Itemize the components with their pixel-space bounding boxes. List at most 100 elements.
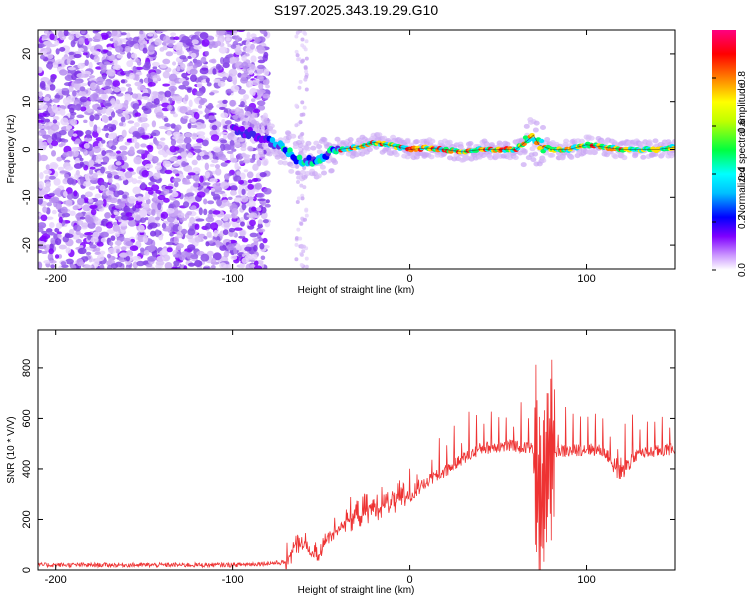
- noise-blob: [61, 87, 69, 91]
- trace-halo: [463, 155, 470, 161]
- noise-blob: [77, 247, 87, 255]
- trace-halo: [292, 144, 299, 150]
- snr-x-tick-label: -200: [45, 574, 67, 586]
- noise-blob: [133, 43, 141, 49]
- noise-blob: [171, 136, 180, 140]
- noise-blob: [65, 187, 73, 195]
- noise-blob: [94, 114, 100, 121]
- noise-blob: [69, 118, 78, 126]
- noise-blob: [162, 160, 172, 168]
- noise-blob: [183, 115, 189, 120]
- noise-blob: [303, 77, 308, 82]
- noise-blob: [115, 109, 124, 114]
- noise-blob: [207, 212, 213, 220]
- spectrogram-x-ticks: -200 -100 0 100: [45, 30, 596, 285]
- noise-blob: [74, 138, 81, 145]
- colorbar-label: Normalized spectral amplitude: [737, 82, 748, 217]
- noise-blob: [59, 69, 68, 76]
- noise-blob: [50, 264, 56, 269]
- noise-blob: [186, 87, 192, 93]
- trace-blob: [526, 137, 532, 143]
- noise-blob: [118, 252, 128, 258]
- noise-blob: [136, 149, 146, 154]
- noise-blob: [151, 156, 159, 164]
- noise-blob: [220, 139, 228, 144]
- noise-blob: [154, 229, 160, 238]
- noise-blob: [301, 112, 306, 117]
- trace-halo: [234, 139, 241, 145]
- colorbar-tick-label: 0.0: [737, 263, 748, 277]
- noise-blob: [49, 84, 56, 91]
- noise-blob: [231, 208, 239, 216]
- noise-blob: [104, 211, 112, 219]
- noise-blob: [213, 196, 221, 200]
- snr-x-tick-label: 100: [577, 574, 595, 586]
- noise-blob: [87, 37, 93, 42]
- trace-halo: [295, 170, 302, 176]
- noise-blob: [212, 68, 217, 75]
- noise-blob: [63, 190, 68, 198]
- noise-blob: [180, 63, 186, 70]
- noise-blob: [64, 74, 74, 82]
- colorbar-tick-label: 0.8: [737, 71, 748, 85]
- noise-blob: [240, 195, 249, 203]
- trace-halo: [229, 131, 236, 137]
- noise-blob: [304, 87, 309, 92]
- noise-blob: [206, 250, 214, 257]
- noise-blob: [189, 74, 198, 83]
- noise-blob: [62, 139, 69, 143]
- noise-blob: [115, 161, 122, 166]
- noise-blob: [187, 172, 196, 176]
- noise-blob: [72, 90, 77, 97]
- noise-blob: [134, 122, 140, 128]
- noise-blob: [57, 166, 65, 171]
- noise-blob: [208, 152, 213, 161]
- noise-blob: [38, 132, 42, 136]
- noise-blob: [228, 230, 236, 237]
- noise-blob: [241, 237, 249, 243]
- noise-blob: [177, 225, 183, 232]
- noise-blob: [239, 262, 246, 269]
- noise-blob: [152, 95, 157, 99]
- noise-blob: [183, 265, 188, 269]
- noise-blob: [190, 117, 197, 123]
- noise-blob: [137, 126, 145, 134]
- noise-blob: [89, 114, 95, 122]
- noise-blob: [173, 260, 180, 267]
- noise-blob: [108, 126, 115, 133]
- noise-blob: [208, 115, 216, 121]
- noise-blob: [226, 150, 234, 155]
- noise-blob: [187, 152, 194, 159]
- trace-halo: [290, 133, 297, 139]
- noise-blob: [213, 78, 221, 83]
- noise-blob: [222, 133, 228, 140]
- noise-blob: [47, 63, 53, 70]
- noise-blob: [215, 63, 221, 70]
- noise-blob: [140, 182, 146, 190]
- noise-blob: [95, 185, 101, 189]
- noise-blob: [106, 46, 113, 51]
- noise-blob: [216, 30, 225, 36]
- noise-blob: [76, 197, 85, 206]
- noise-blob: [141, 116, 147, 123]
- noise-blob: [59, 46, 66, 52]
- noise-blob: [169, 232, 174, 237]
- noise-blob: [294, 242, 299, 247]
- snr-x-label: Height of straight line (km): [298, 585, 415, 596]
- noise-blob: [45, 175, 50, 181]
- noise-blob: [42, 206, 48, 213]
- noise-blob: [159, 64, 168, 69]
- noise-blob: [132, 36, 141, 45]
- noise-blob: [223, 222, 231, 228]
- noise-blob: [254, 153, 260, 160]
- noise-blob: [216, 198, 222, 207]
- noise-blob: [49, 162, 59, 170]
- noise-blob: [260, 255, 266, 261]
- noise-blob: [64, 165, 74, 171]
- noise-blob: [54, 227, 60, 233]
- noise-blob: [235, 243, 241, 251]
- noise-blob: [73, 80, 82, 84]
- noise-blob: [228, 227, 236, 233]
- trace-halo: [533, 120, 540, 126]
